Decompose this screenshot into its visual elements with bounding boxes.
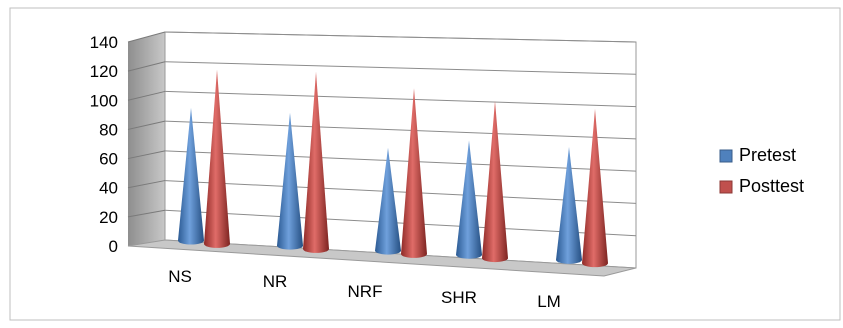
gridline	[164, 61, 637, 75]
x-tick-label: LM	[537, 292, 561, 311]
cone-pretest-nrf	[375, 147, 401, 255]
y-tick-label: 100	[90, 91, 118, 110]
cone-body	[556, 146, 582, 264]
cone-posttest-ns	[204, 69, 230, 248]
x-tick-label: NRF	[348, 282, 383, 301]
legend-swatch-posttest	[719, 180, 733, 194]
floor	[127, 239, 637, 277]
cone-pretest-ns	[178, 107, 204, 245]
side-gridline	[127, 120, 166, 130]
chart-border	[9, 7, 841, 321]
gridline	[164, 90, 637, 108]
cone-posttest-nrf	[401, 88, 427, 258]
cone-body	[178, 107, 204, 245]
side-gridline	[127, 61, 166, 72]
x-tick-label: NR	[263, 272, 288, 291]
cone-posttest-shr	[482, 100, 508, 263]
cone-posttest-nr	[303, 71, 329, 253]
legend-label-posttest: Posttest	[739, 176, 804, 196]
side-gridline	[127, 90, 166, 101]
gridline	[164, 209, 637, 237]
cone-pretest-nr	[277, 112, 303, 250]
gridline	[164, 150, 637, 172]
cone-body	[582, 108, 609, 268]
side-gridline	[127, 31, 166, 43]
side-gridline	[127, 209, 166, 218]
gridlines	[127, 31, 637, 237]
cone-posttest-lm	[582, 108, 609, 268]
gridline	[164, 180, 637, 204]
y-tick-label: 20	[99, 208, 118, 227]
y-tick-label: 0	[109, 237, 118, 256]
side-gridline	[127, 150, 166, 160]
x-axis-ticks: NS NR NRF SHR LM	[168, 267, 561, 311]
cone-pretest-shr	[456, 140, 482, 259]
side-gridline	[127, 180, 166, 189]
cone-body	[277, 112, 303, 250]
cone-body	[303, 71, 329, 253]
legend-label-pretest: Pretest	[739, 145, 796, 165]
side-wall	[128, 32, 165, 246]
cone-body	[204, 69, 230, 248]
y-tick-label: 120	[90, 62, 118, 81]
x-tick-label: SHR	[441, 288, 477, 307]
cone-body	[375, 147, 401, 255]
cone-body	[482, 100, 508, 263]
gridline	[164, 120, 637, 140]
cones	[178, 69, 609, 268]
legend: Pretest Posttest	[719, 145, 804, 196]
legend-swatch-pretest	[719, 149, 733, 163]
y-tick-label: 40	[99, 179, 118, 198]
y-tick-label: 140	[90, 33, 118, 52]
y-tick-label: 80	[99, 120, 118, 139]
x-tick-label: NS	[168, 267, 192, 286]
y-tick-label: 60	[99, 150, 118, 169]
gridline	[164, 31, 637, 43]
y-axis-ticks: 0 20 40 60 80 100 120 140	[90, 33, 118, 256]
cone-pretest-lm	[556, 146, 582, 264]
cone-body	[456, 140, 482, 259]
cone-body	[401, 88, 427, 258]
